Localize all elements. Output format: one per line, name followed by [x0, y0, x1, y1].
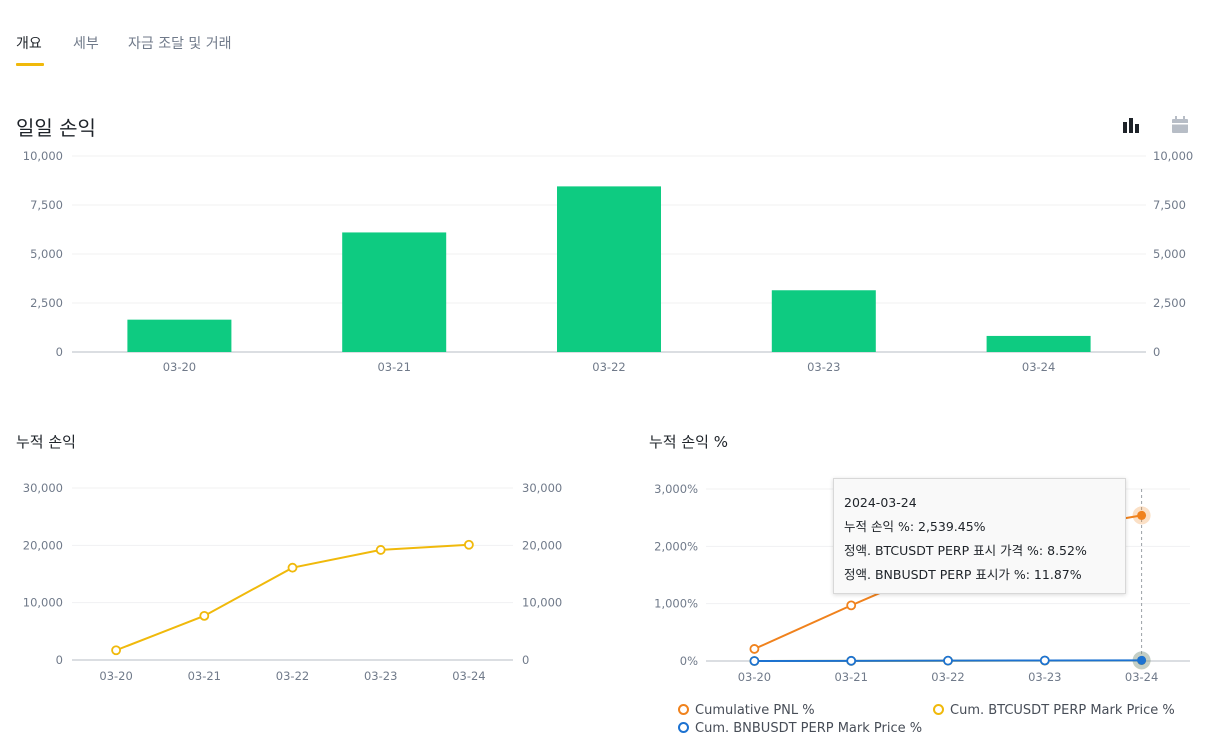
cumulative-pnl-pct-chart: 0% 1,000% 2,000% 3,000% 03-20 03-21 03-22 03-23…: [654, 482, 1190, 684]
data-point: [199, 610, 210, 621]
x-tick-label: 03-21: [377, 360, 410, 374]
y-tick-label-left: 20,000: [23, 538, 63, 552]
legend-dot-icon: [678, 704, 689, 715]
data-point: [749, 644, 760, 654]
y-tick-label: 3,000%: [654, 482, 698, 496]
y-tick-label: 2,000%: [654, 539, 698, 553]
data-point: [846, 655, 857, 666]
y-tick-label-right: 0: [522, 653, 529, 667]
y-tick-label-right: 2,500: [1153, 296, 1186, 310]
bar: [342, 232, 447, 352]
y-tick-label: 1,000%: [654, 597, 698, 611]
x-tick-label: 03-20: [99, 669, 132, 683]
y-tick-label-right: 7,500: [1153, 198, 1186, 212]
data-point: [111, 645, 121, 656]
y-tick-label-right: 0: [1153, 345, 1160, 359]
legend-label: Cum. BTCUSDT PERP Mark Price %: [950, 703, 1175, 718]
x-tick-label: 03-23: [1028, 670, 1061, 684]
data-point: [1039, 655, 1050, 666]
cumulative-pnl-title: 누적 손익: [16, 433, 76, 451]
x-tick-label: 03-24: [1125, 670, 1158, 684]
x-tick-label: 03-21: [834, 670, 867, 684]
tooltip-btc: 정액. BTCUSDT PERP 표시 가격 %: 8.52%: [844, 543, 1087, 558]
tab-funding-trading[interactable]: 자금 조달 및 거래: [128, 36, 232, 52]
tooltip-date: 2024-03-24: [844, 495, 917, 510]
series-line: [115, 543, 469, 652]
tooltip-pnl: 누적 손익 %: 2,539.45%: [844, 519, 986, 534]
tab-bar: 개요 세부 자금 조달 및 거래: [0, 0, 1214, 66]
active-tab-indicator: [16, 63, 44, 66]
daily-pnl-chart: 0 0 2,500 2,500 5,000 5,000 7,500 7,500 10,000 10…: [23, 149, 1194, 374]
x-tick-label: 03-24: [1022, 360, 1055, 374]
data-point: [749, 656, 760, 666]
data-point-active: [1137, 655, 1147, 665]
legend-dot-icon: [933, 704, 944, 715]
data-point: [846, 600, 857, 611]
legend-item-btc[interactable]: Cum. BTCUSDT PERP Mark Price %: [933, 703, 1175, 718]
cumulative-pnl-pct-title: 누적 손익 %: [649, 433, 728, 451]
legend-dot-icon: [678, 722, 689, 733]
bar: [986, 335, 1091, 352]
bar: [127, 319, 232, 352]
data-point: [943, 655, 953, 666]
chart-tooltip: 2024-03-24 누적 손익 %: 2,539.45% 정액. BTCUSD…: [833, 478, 1126, 594]
y-tick-label-right: 10,000: [522, 596, 562, 610]
x-tick-label: 03-21: [188, 669, 221, 683]
y-tick-label-left: 5,000: [30, 247, 63, 261]
x-tick-label: 03-23: [364, 669, 397, 683]
y-tick-label: 0%: [680, 654, 698, 668]
tooltip-bnb: 정액. BNBUSDT PERP 표시가 %: 11.87%: [844, 567, 1082, 582]
y-tick-label-right: 5,000: [1153, 247, 1186, 261]
daily-pnl-title: 일일 손익: [16, 116, 96, 140]
cumulative-pnl-chart: 0 0 10,000 10,000 20,000 20,000 30,000 30,000 03…: [23, 481, 563, 683]
data-point: [463, 539, 474, 550]
x-tick-label: 03-20: [163, 360, 196, 374]
x-tick-label: 03-22: [931, 670, 964, 684]
y-tick-label-left: 10,000: [23, 149, 63, 163]
legend-label: Cum. BNBUSDT PERP Mark Price %: [695, 721, 923, 736]
y-tick-label-left: 7,500: [30, 198, 63, 212]
y-tick-label-left: 0: [56, 345, 63, 359]
tab-details[interactable]: 세부: [73, 36, 99, 52]
legend-item-bnb[interactable]: Cum. BNBUSDT PERP Mark Price %: [678, 721, 922, 736]
tab-overview[interactable]: 개요: [16, 36, 42, 52]
y-tick-label-right: 30,000: [522, 481, 562, 495]
calendar-icon[interactable]: [1168, 113, 1192, 137]
y-tick-label-left: 10,000: [23, 596, 63, 610]
bar: [557, 186, 661, 352]
data-point: [375, 545, 386, 555]
y-tick-label-left: 2,500: [30, 296, 63, 310]
x-tick-label: 03-24: [452, 669, 485, 683]
x-tick-label: 03-22: [276, 669, 309, 683]
x-tick-label: 03-22: [592, 360, 625, 374]
data-point: [287, 562, 298, 573]
y-tick-label-right: 20,000: [522, 538, 562, 552]
bar-chart-icon[interactable]: [1120, 113, 1144, 137]
bar: [771, 290, 876, 352]
y-tick-label-left: 30,000: [23, 481, 63, 495]
x-tick-label: 03-23: [807, 360, 840, 374]
y-tick-label-right: 10,000: [1153, 149, 1193, 163]
x-tick-label: 03-20: [738, 670, 771, 684]
legend-label: Cumulative PNL %: [695, 703, 815, 718]
data-point-active: [1137, 510, 1147, 520]
y-tick-label-left: 0: [56, 653, 63, 667]
legend-item-cumulative-pnl[interactable]: Cumulative PNL %: [678, 703, 815, 718]
